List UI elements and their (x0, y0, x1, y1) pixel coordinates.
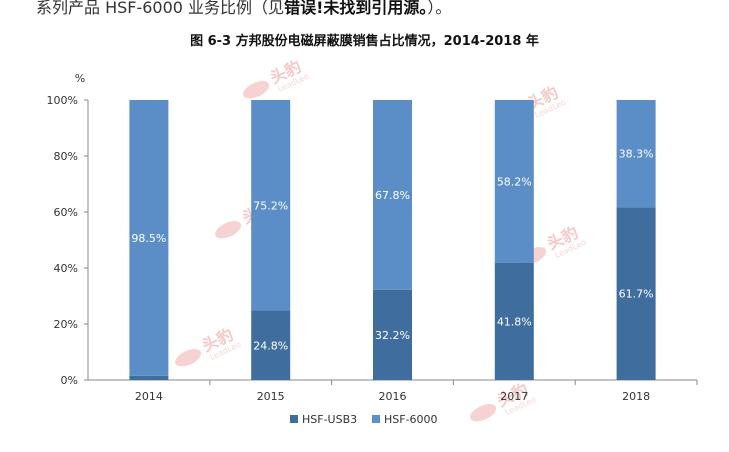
bar-hsf-usb3-2018 (616, 207, 656, 380)
header-text: 系列产品 HSF-6000 业务比例（见错误!未找到引用源。）。 (36, 0, 451, 18)
bar-hsf-6000-2014 (129, 100, 169, 376)
data-label-hsf-6000-2015: 75.2% (253, 199, 288, 212)
legend-swatch-hsf-usb3 (290, 415, 298, 423)
data-label-hsf-usb3-2017: 41.8% (497, 315, 532, 328)
x-tick-label: 2017 (500, 390, 528, 403)
bar-hsf-usb3-2016 (373, 289, 412, 380)
watermark-leopard-icon (243, 81, 270, 99)
data-label-hsf-6000-2014: 98.5% (131, 232, 166, 245)
x-tick-label: 2016 (379, 390, 407, 403)
y-tick-label: 100% (47, 94, 78, 107)
header-text-error: 错误!未找到引用源。 (284, 0, 428, 17)
x-tick-label: 2015 (257, 390, 285, 403)
bar-hsf-6000-2018 (616, 100, 656, 208)
data-label-hsf-6000-2017: 58.2% (497, 175, 532, 188)
y-tick-label: 60% (54, 206, 78, 219)
legend-label-hsf-6000: HSF-6000 (384, 413, 438, 426)
bar-hsf-usb3-2015 (251, 310, 291, 380)
legend-label-hsf-usb3: HSF-USB3 (302, 413, 357, 426)
data-label-hsf-6000-2016: 67.8% (375, 189, 410, 202)
watermark-leopard-icon (175, 349, 202, 367)
y-tick-label: 80% (54, 150, 78, 163)
x-tick-label: 2018 (622, 390, 650, 403)
data-label-hsf-usb3-2015: 24.8% (253, 339, 288, 352)
data-label-hsf-6000-2018: 38.3% (619, 148, 654, 161)
bar-hsf-usb3-2017 (494, 262, 534, 380)
bar-hsf-6000-2016 (373, 100, 412, 290)
y-axis-unit: % (75, 72, 85, 85)
bar-hsf-usb3-2014 (129, 375, 169, 380)
y-tick-label: 40% (54, 262, 78, 275)
y-tick-label: 0% (61, 374, 78, 387)
bar-hsf-6000-2015 (251, 100, 291, 311)
chart-title: 图 6-3 方邦股份电磁屏蔽膜销售占比情况，2014-2018 年 (190, 34, 539, 49)
watermark-leopard-icon (470, 404, 497, 422)
x-tick-label: 2014 (135, 390, 163, 403)
header-text-prefix: 系列产品 HSF-6000 业务比例（见 (36, 0, 285, 17)
legend-swatch-hsf-6000 (372, 415, 380, 423)
y-tick-label: 20% (54, 318, 78, 331)
header-text-suffix: ）。 (427, 0, 452, 17)
watermark-leopard-icon (215, 221, 242, 239)
bar-hsf-6000-2017 (494, 100, 534, 263)
data-label-hsf-usb3-2016: 32.2% (375, 329, 410, 342)
data-label-hsf-usb3-2018: 61.7% (619, 288, 654, 301)
